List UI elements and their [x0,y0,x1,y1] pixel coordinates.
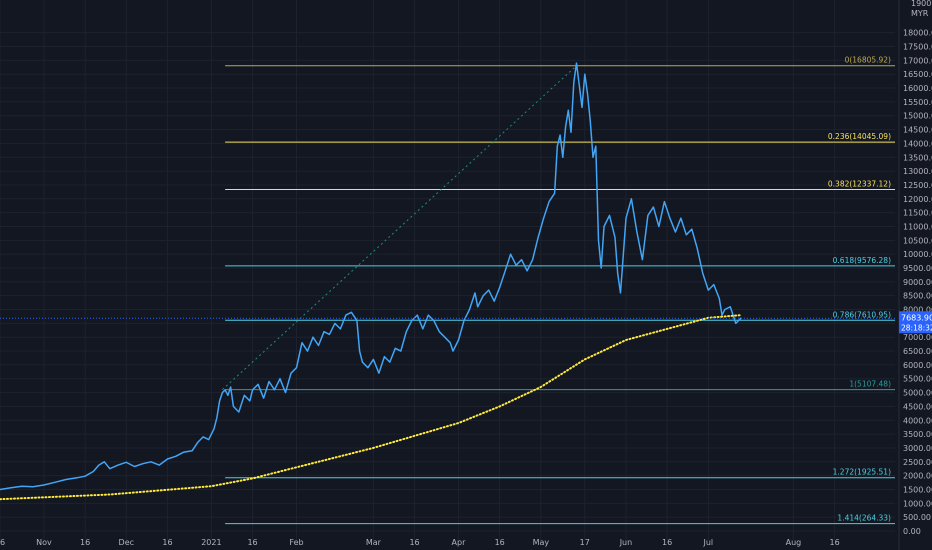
x-tick-label: Feb [289,538,303,547]
x-tick-label: 16 [830,538,840,547]
y-tick-label: 9000.00 [903,278,932,287]
price-line [0,62,742,491]
y-tick-label: 13000.00 [903,167,932,176]
price-axis-top-label: 19000.00 [911,0,932,8]
y-tick-label: 4000.00 [903,416,932,425]
y-tick-label: 18000.00 [903,29,932,38]
x-tick-label: 16 [662,538,672,547]
time-axis[interactable]: 16 Nov 16 Dec 16 2021 16 Feb Mar 16 Apr 16 May 17 Jun 1… [0,538,840,547]
x-tick-label: 2021 [201,538,221,547]
y-tick-label: 1000.00 [903,499,932,508]
x-tick-label: 16 [495,538,505,547]
y-tick-label: 4500.00 [903,402,932,411]
y-tick-label: 5500.00 [903,375,932,384]
y-tick-label: 12000.00 [903,195,932,204]
x-tick-label: 17 [580,538,590,547]
y-tick-label: 15000.00 [903,112,932,121]
current-price-label: 7683.90 [901,313,932,322]
x-tick-label: 16 [409,538,419,547]
currency-label: MYR [911,9,929,18]
grid-lines [0,0,895,540]
fib-level-label: 0.618(9576.28) [833,256,891,265]
y-tick-label: 5000.00 [903,389,932,398]
y-tick-label: 16500.00 [903,70,932,79]
fibonacci-retracement[interactable]: 0(16805.92) 0.236(14045.09) 0.382(12337.12… [222,56,895,525]
y-tick-label: 17000.00 [903,56,932,65]
y-tick-label: 7000.00 [903,333,932,342]
y-tick-label: 10000.00 [903,250,932,259]
trendline [222,65,577,390]
x-tick-label: 16 [80,538,90,547]
fib-level-label: 1(5107.48) [849,380,891,389]
current-price-tag [899,311,932,334]
x-tick-label: Apr [452,538,467,547]
y-tick-label: 17500.00 [903,43,932,52]
x-tick-label: Dec [119,538,134,547]
x-tick-label: Jul [702,538,713,547]
x-tick-label: Aug [786,538,802,547]
y-tick-label: 3000.00 [903,444,932,453]
y-tick-label: 1500.00 [903,485,932,494]
y-tick-label: 14500.00 [903,126,932,135]
fib-level-label: 1.414(264.33) [837,514,891,523]
x-tick-label: 16 [0,538,5,547]
x-tick-label: Nov [36,538,52,547]
moving-average-line [0,314,743,501]
y-tick-label: 3500.00 [903,430,932,439]
y-tick-label: 10500.00 [903,236,932,245]
fib-level-label: 0.786(7610.95) [833,310,891,319]
y-tick-label: 11500.00 [903,209,932,218]
x-tick-label: Jun [619,538,633,547]
fib-level-label: 0(16805.92) [845,56,891,65]
x-tick-label: 16 [162,538,172,547]
y-tick-label: 11000.00 [903,222,932,231]
y-tick-label: 9500.00 [903,264,932,273]
y-tick-label: 500.00 [903,513,931,522]
y-tick-label: 2500.00 [903,458,932,467]
x-tick-label: Mar [366,538,382,547]
fib-level-label: 0.236(14045.09) [828,132,891,141]
y-tick-label: 12500.00 [903,181,932,190]
bar-countdown-label: 28:18:32 [901,323,932,332]
fib-level-label: 0.382(12337.12) [828,179,891,188]
y-tick-label: 16000.00 [903,84,932,93]
y-tick-label: 8000.00 [903,306,932,315]
fib-level-label: 1.272(1925.51) [833,468,891,477]
y-tick-label: 0.00 [903,527,921,536]
y-tick-label: 15500.00 [903,98,932,107]
y-tick-label: 2000.00 [903,472,932,481]
y-tick-label: 6000.00 [903,361,932,370]
x-tick-label: May [533,538,550,547]
y-tick-label: 6500.00 [903,347,932,356]
y-tick-label: 14000.00 [903,139,932,148]
y-tick-label: 8500.00 [903,292,932,301]
series-layer [0,62,743,501]
x-tick-label: 16 [247,538,257,547]
y-tick-label: 13500.00 [903,153,932,162]
price-axis[interactable]: 19000.00 MYR 0.00 500.00 1000.00 1500.00 200… [898,0,932,550]
